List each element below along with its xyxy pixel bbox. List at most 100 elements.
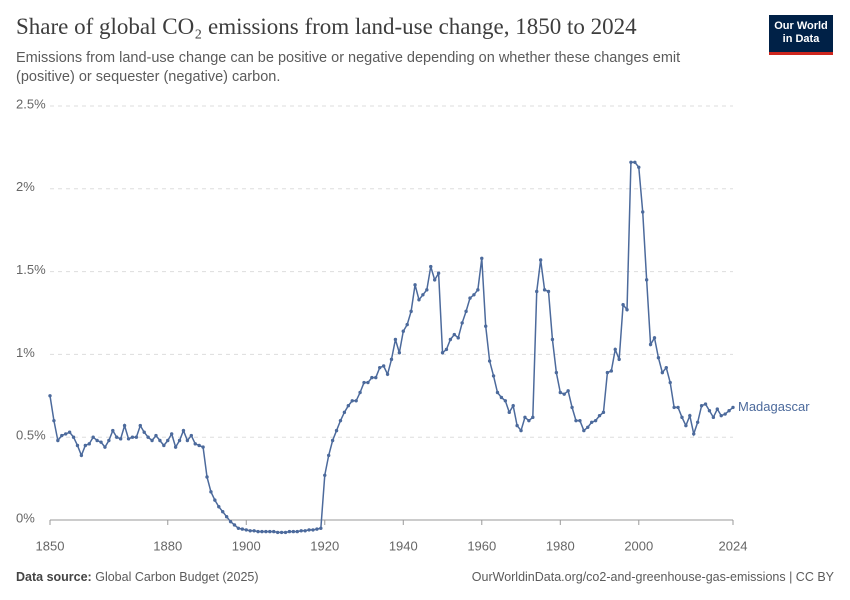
data-point xyxy=(268,529,272,534)
data-point xyxy=(79,453,84,458)
data-point xyxy=(719,413,723,418)
data-point xyxy=(354,399,358,403)
data-point xyxy=(593,418,598,423)
data-point xyxy=(397,351,402,355)
data-point xyxy=(487,359,492,363)
source-label: Data source: xyxy=(16,570,92,584)
data-point xyxy=(633,160,637,165)
data-point xyxy=(181,428,186,433)
data-point xyxy=(67,430,72,434)
x-tick-label: 1920 xyxy=(310,538,339,553)
x-tick-label: 1940 xyxy=(389,538,418,553)
data-point xyxy=(362,380,366,385)
source-text: Global Carbon Budget (2025) xyxy=(95,570,259,584)
data-point xyxy=(99,440,103,444)
y-tick-label: 2% xyxy=(16,179,35,194)
data-point xyxy=(550,337,555,342)
data-point xyxy=(542,288,547,292)
data-point xyxy=(103,445,107,449)
data-point xyxy=(688,413,692,418)
data-point xyxy=(617,357,621,362)
data-point xyxy=(440,351,445,355)
data-point xyxy=(405,322,409,327)
data-point xyxy=(201,445,205,449)
logo[interactable]: Our World in Data xyxy=(769,15,833,55)
data-point xyxy=(652,336,657,340)
data-point xyxy=(629,160,633,165)
data-point xyxy=(432,278,437,282)
data-point xyxy=(546,289,551,294)
data-point xyxy=(582,428,586,433)
data-point xyxy=(715,407,719,411)
data-point xyxy=(189,433,194,438)
data-point xyxy=(436,271,441,275)
data-point xyxy=(444,347,449,352)
data-point xyxy=(531,415,535,420)
data-point xyxy=(330,438,335,443)
data-point xyxy=(334,428,339,433)
data-point xyxy=(417,298,421,302)
data-point xyxy=(283,530,288,535)
data-point xyxy=(299,529,303,533)
data-point xyxy=(409,309,413,314)
data-point xyxy=(338,418,343,423)
data-point xyxy=(111,428,115,433)
data-point xyxy=(287,529,292,534)
chart-subtitle: Emissions from land-use change can be po… xyxy=(16,50,681,85)
data-point xyxy=(134,435,139,439)
data-point xyxy=(429,264,433,269)
data-point xyxy=(648,342,653,347)
data-point xyxy=(162,443,166,448)
data-point xyxy=(527,418,531,423)
data-point xyxy=(52,418,56,423)
data-point xyxy=(452,332,457,337)
x-tick-label: 1850 xyxy=(36,538,65,553)
data-point xyxy=(279,530,284,535)
source: Data source: Global Carbon Budget (2025) xyxy=(16,570,259,584)
data-point xyxy=(684,423,688,428)
data-point xyxy=(601,410,606,415)
data-point xyxy=(476,288,480,292)
data-point xyxy=(177,438,182,443)
credit[interactable]: OurWorldinData.org/co2-and-greenhouse-ga… xyxy=(471,570,834,584)
data-point xyxy=(295,529,299,534)
data-point xyxy=(122,423,127,428)
data-point xyxy=(87,442,91,446)
data-point xyxy=(574,418,578,423)
data-point xyxy=(621,303,625,307)
data-point xyxy=(425,288,429,292)
data-point xyxy=(676,405,680,410)
data-point xyxy=(637,165,641,169)
data-point xyxy=(538,258,543,262)
data-point xyxy=(554,370,559,375)
data-point xyxy=(150,438,154,443)
data-point xyxy=(115,435,119,439)
data-point xyxy=(107,438,111,443)
data-point xyxy=(240,527,245,531)
data-point xyxy=(421,293,425,297)
data-point xyxy=(727,409,731,413)
data-point xyxy=(413,283,417,287)
x-tick-label: 2000 xyxy=(624,538,653,553)
data-point xyxy=(672,405,676,410)
data-point xyxy=(197,443,201,448)
data-point xyxy=(64,432,68,436)
data-point xyxy=(558,390,562,395)
data-point xyxy=(228,519,233,524)
data-point xyxy=(323,473,327,477)
data-point xyxy=(166,438,170,443)
data-point xyxy=(370,375,374,380)
x-tick-label: 1980 xyxy=(546,538,575,553)
data-point xyxy=(480,256,484,261)
data-point xyxy=(91,435,95,439)
data-point xyxy=(578,418,582,423)
data-point xyxy=(342,410,347,415)
data-point xyxy=(570,405,574,410)
data-point xyxy=(491,374,496,378)
x-tick-label: 1900 xyxy=(232,538,261,553)
data-point xyxy=(209,490,213,494)
data-point xyxy=(158,438,162,443)
data-point xyxy=(83,443,88,448)
data-point xyxy=(680,415,684,420)
